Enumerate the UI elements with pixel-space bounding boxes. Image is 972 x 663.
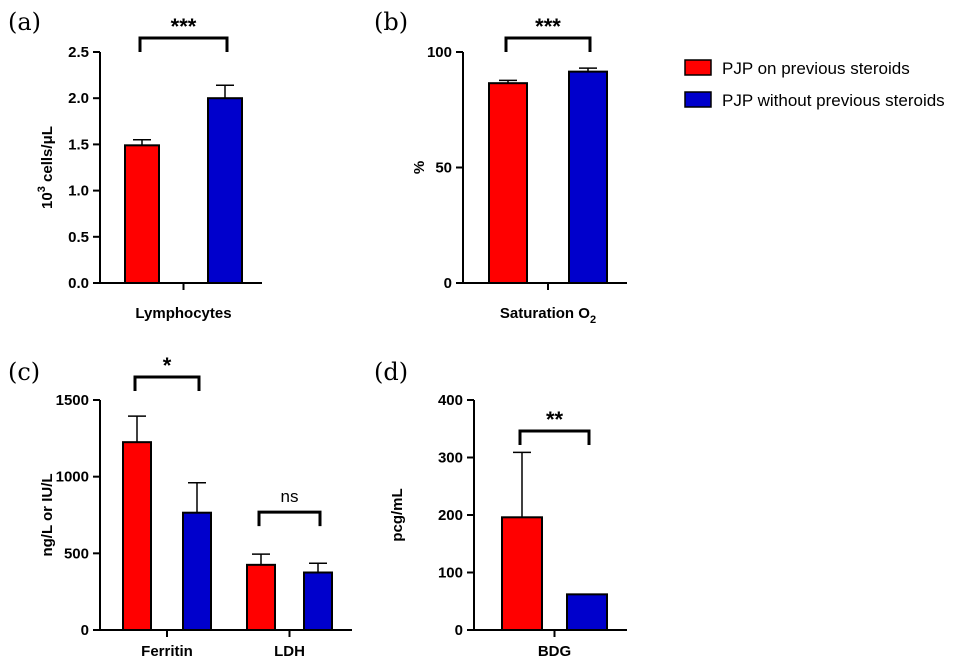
bar-red — [488, 82, 528, 284]
y-tick-label: 1500 — [56, 392, 89, 409]
significance-bracket — [504, 36, 592, 52]
y-axis-label: ng/L or IU/L — [39, 473, 56, 556]
bar-blue — [566, 593, 608, 631]
y-tick-label: 1.0 — [68, 183, 89, 200]
legend: PJP on previous steroids PJP without pre… — [684, 59, 945, 110]
panel-b: (b) 0 50 100% Saturation O2 *** — [374, 8, 627, 326]
bar-blue — [568, 70, 608, 285]
y-tick-label: 100 — [438, 565, 463, 582]
significance-label: * — [163, 353, 172, 378]
bar-red — [124, 144, 160, 284]
legend-swatch-blue — [684, 91, 712, 108]
legend-swatch-red — [684, 59, 712, 76]
x-category-label: Ferritin — [141, 643, 193, 660]
panel-label: (c) — [8, 358, 40, 386]
y-axis-label: pcg/mL — [389, 488, 406, 541]
y-axis-label: 103 cells/μL — [36, 126, 56, 209]
y-tick-label: 300 — [438, 450, 463, 467]
bar-blue — [207, 97, 243, 284]
significance-bracket — [133, 375, 201, 391]
y-tick-label: 0 — [81, 622, 89, 639]
y-tick-label: 2.5 — [68, 44, 89, 61]
y-tick-label: 500 — [64, 545, 89, 562]
bar-red — [122, 441, 152, 631]
y-tick-label: 1000 — [56, 469, 89, 486]
bar-red — [501, 516, 543, 631]
legend-label-blue: PJP without previous steroids — [722, 91, 945, 110]
significance-label: *** — [535, 14, 561, 39]
panel-label: (b) — [374, 8, 408, 36]
y-axis-label: % — [411, 161, 428, 174]
significance-bracket — [257, 510, 322, 527]
bar-blue — [303, 571, 333, 631]
panel-d: (d) 0 100 200 300 400 pcg/mL BDG ** — [374, 358, 627, 660]
panel-a: (a) 0.0 0.5 1.0 1.5 2.0 2.5 103 cells/μL Lymphoc… — [8, 8, 262, 322]
panel-label: (a) — [8, 8, 41, 36]
panel-label: (d) — [374, 358, 408, 386]
significance-label: ** — [546, 407, 564, 432]
x-category-label: BDG — [538, 643, 571, 660]
y-tick-label: 100 — [427, 44, 452, 61]
y-tick-label: 2.0 — [68, 90, 89, 107]
y-tick-label: 0 — [455, 622, 463, 639]
bar-red — [246, 563, 276, 631]
y-tick-label: 50 — [435, 160, 452, 177]
y-tick-label: 200 — [438, 507, 463, 524]
y-tick-label: 0.0 — [68, 275, 89, 292]
x-category-label: Lymphocytes — [135, 305, 231, 322]
panel-c: (c) 0 500 1000 1500 ng/L or IU/L Ferritin * LDH n… — [8, 353, 352, 660]
y-tick-label: 0 — [444, 275, 452, 292]
significance-bracket — [518, 429, 591, 445]
significance-label: ns — [281, 487, 299, 506]
bar-blue — [182, 511, 212, 632]
x-category-label: Saturation O2 — [500, 305, 596, 326]
y-tick-label: 400 — [438, 392, 463, 409]
y-tick-label: 1.5 — [68, 136, 89, 153]
significance-bracket — [138, 36, 229, 52]
y-tick-label: 0.5 — [68, 229, 89, 246]
legend-label-red: PJP on previous steroids — [722, 59, 910, 78]
significance-label: *** — [171, 14, 197, 39]
x-category-label: LDH — [274, 643, 305, 660]
